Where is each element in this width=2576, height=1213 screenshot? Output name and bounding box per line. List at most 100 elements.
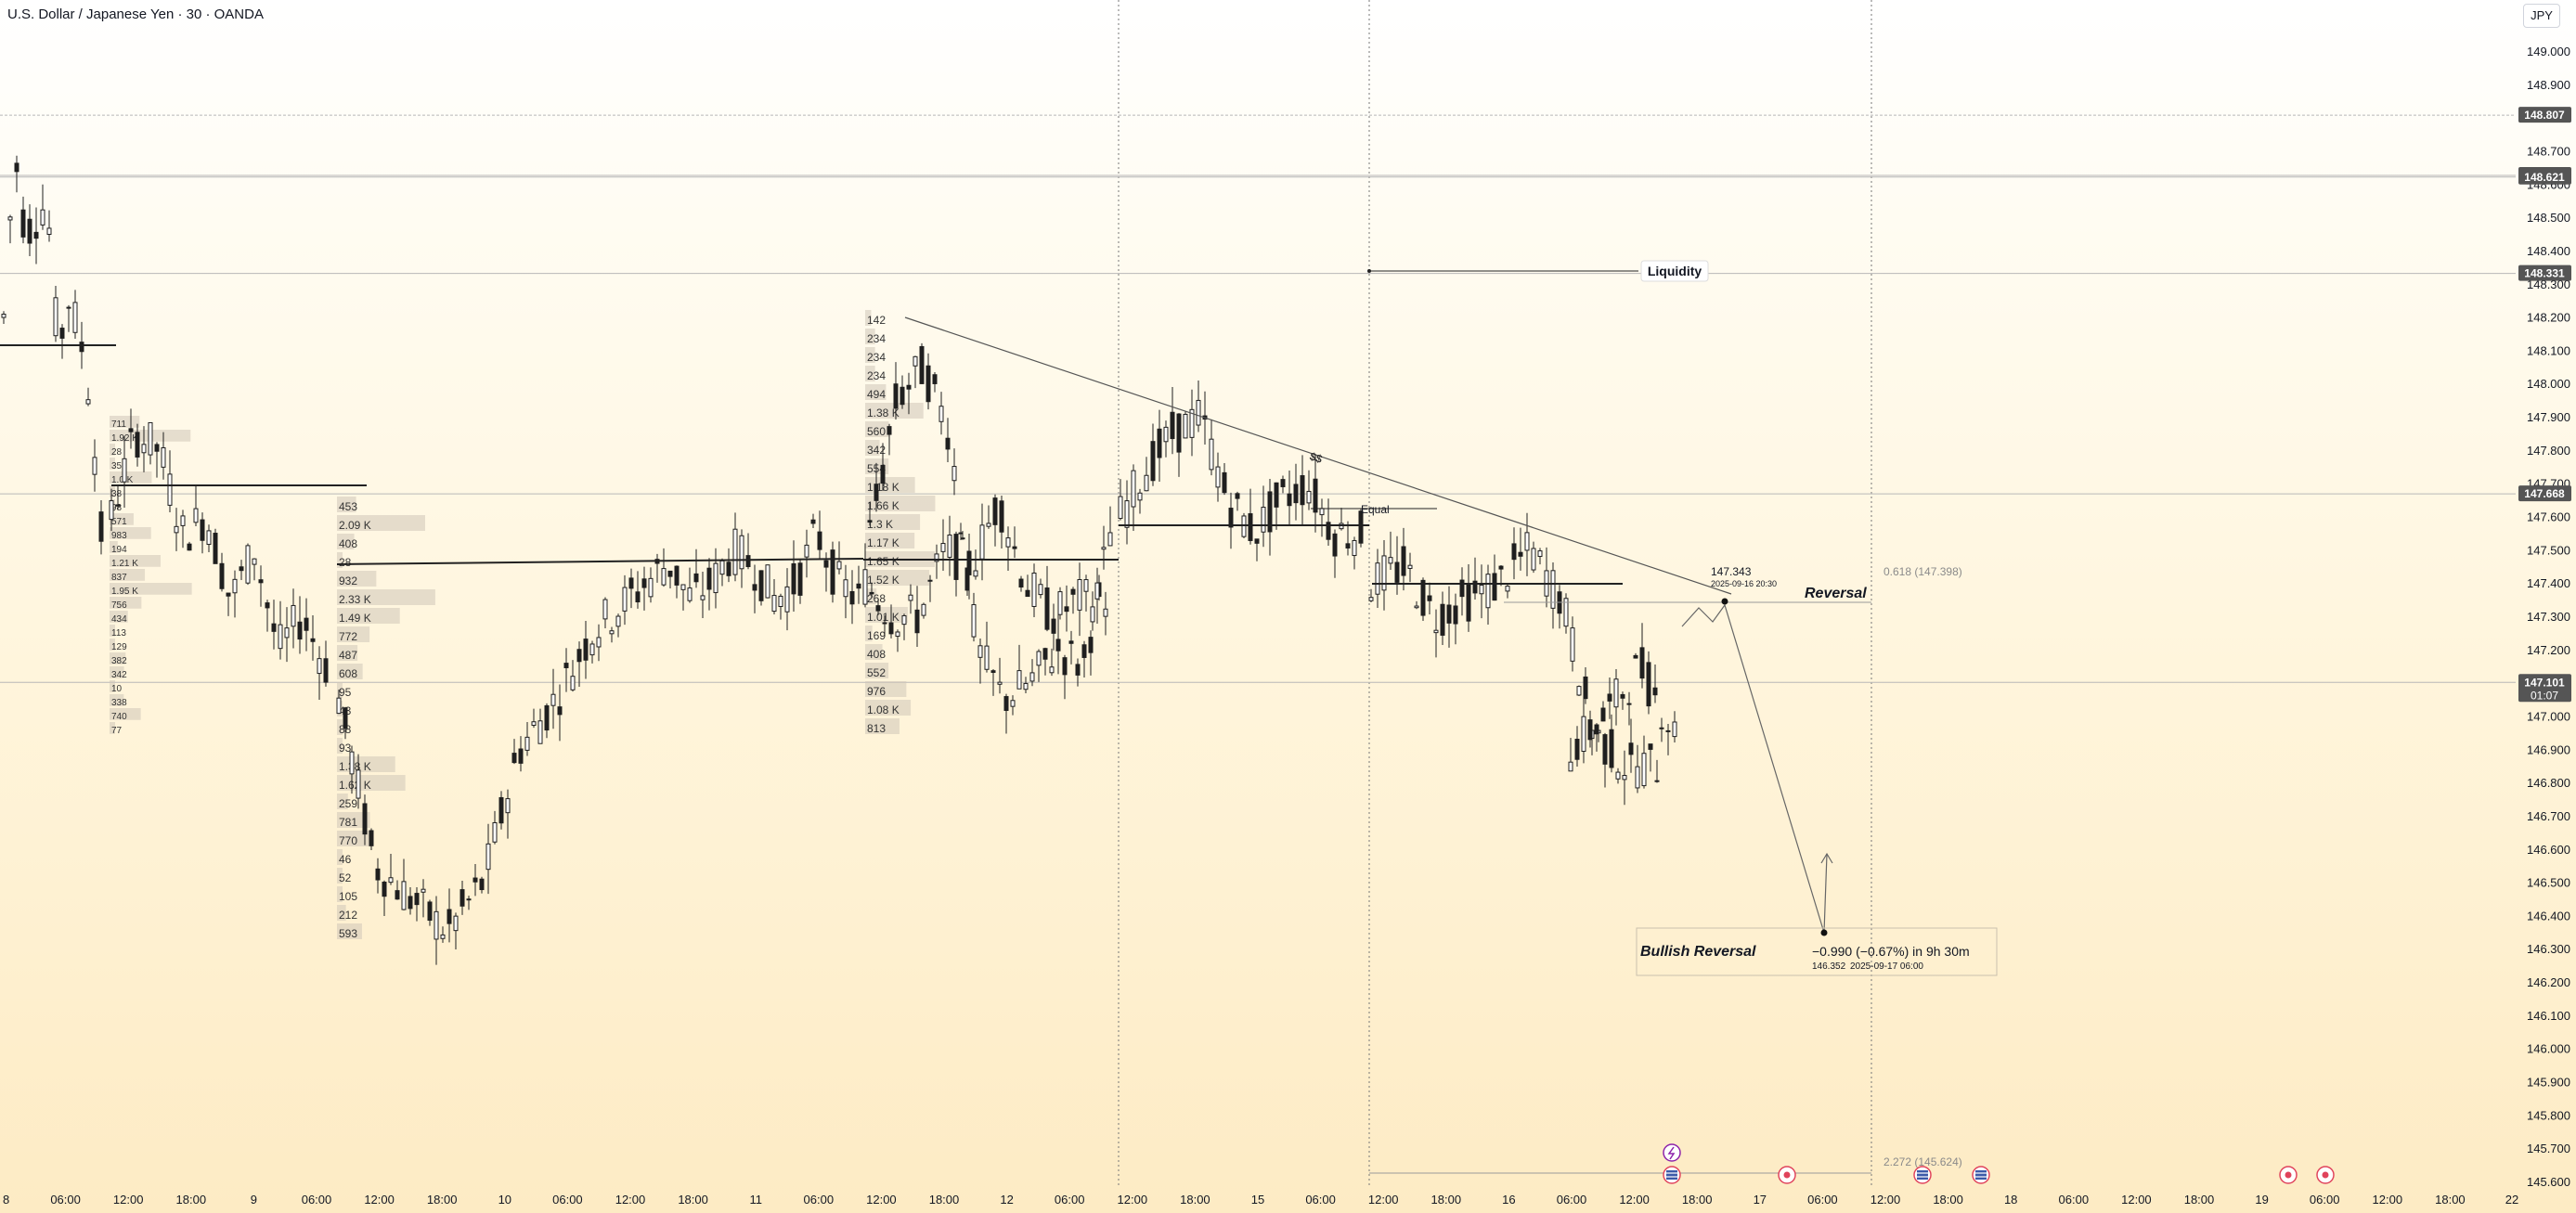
candle-body	[122, 458, 127, 483]
candle-body	[550, 693, 556, 706]
price-label-text: 147.668	[2524, 487, 2565, 500]
candle-body	[128, 428, 134, 432]
candle-body	[1628, 742, 1634, 755]
candle-body	[964, 567, 970, 591]
candle-body	[804, 544, 809, 558]
candle-body	[1010, 700, 1016, 707]
us-flag-event-icon[interactable]	[1972, 1166, 1990, 1184]
volume-bar	[337, 905, 346, 921]
x-tick-label: 06:00	[552, 1193, 583, 1207]
volume-bar	[110, 569, 146, 581]
candles-layer	[1, 155, 1677, 965]
candle-body	[323, 658, 329, 683]
candle-body	[999, 500, 1004, 533]
x-tick-label: 11	[749, 1193, 762, 1207]
horizontal-segment[interactable]	[336, 558, 864, 565]
projection-path[interactable]	[1681, 603, 1828, 934]
volume-value: 259	[339, 797, 357, 810]
volume-value: 781	[339, 816, 357, 829]
y-tick-label: 147.500	[2527, 543, 2570, 557]
us-flag-event-icon[interactable]	[1913, 1166, 1932, 1184]
volume-bar	[337, 849, 343, 865]
candle-body	[997, 681, 1003, 685]
candle-body	[1576, 686, 1582, 696]
candle-body	[518, 748, 524, 764]
candle-body	[1563, 598, 1569, 627]
y-tick-label: 146.900	[2527, 742, 2570, 756]
candle-body	[1025, 589, 1030, 598]
us-flag-event-icon[interactable]	[1663, 1166, 1681, 1184]
candle-body	[667, 570, 673, 577]
y-tick-label: 148.200	[2527, 311, 2570, 325]
candle-body	[1170, 411, 1175, 440]
x-tick-label: 18:00	[1933, 1193, 1963, 1207]
volume-bar	[337, 608, 400, 624]
volume-bar	[865, 440, 880, 456]
time-axis: 8 06:00 12:00 18:00 9 06:00 12:00 18:00 10 06:00 1…	[3, 1193, 2518, 1207]
economic-event-icon[interactable]	[2316, 1166, 2335, 1184]
currency-button[interactable]: JPY	[2523, 4, 2560, 28]
candle-body	[187, 543, 192, 551]
candle-body	[53, 297, 58, 337]
candle-body	[472, 877, 478, 883]
volume-bar	[865, 329, 875, 344]
x-tick-label: 8	[3, 1193, 9, 1207]
volume-value: 234	[867, 369, 886, 382]
candle-body	[1472, 580, 1478, 594]
candle-body	[258, 579, 264, 584]
candle-body	[1094, 582, 1100, 600]
candle-body	[1518, 551, 1523, 557]
candle-body	[830, 549, 835, 595]
volume-value: 560	[867, 425, 886, 438]
x-tick-label: 06:00	[804, 1193, 835, 1207]
candle-body	[758, 570, 764, 601]
volume-bar	[110, 513, 134, 525]
y-tick-label: 147.600	[2527, 510, 2570, 524]
candle-body	[362, 803, 368, 835]
volume-value: 169	[867, 629, 886, 642]
price-axis: 149.000148.900148.800148.700148.600148.5…	[2518, 45, 2571, 1189]
y-tick-label: 146.800	[2527, 776, 2570, 790]
candle-body	[1648, 743, 1653, 750]
candle-body	[1118, 496, 1123, 520]
candle-body	[511, 753, 517, 764]
reversal-label: Reversal	[1805, 586, 1867, 601]
economic-event-icon[interactable]	[2279, 1166, 2298, 1184]
candle-body	[1280, 479, 1286, 487]
bullish-reversal-box[interactable]	[1636, 927, 1998, 976]
volume-bar	[865, 718, 900, 734]
volume-value: 113	[111, 628, 126, 639]
candle-body	[1081, 644, 1087, 658]
candle-body	[1107, 532, 1113, 547]
candle-body	[317, 658, 322, 675]
candle-body	[1267, 491, 1273, 533]
trend-line[interactable]	[904, 316, 1732, 595]
x-tick-label: 12:00	[364, 1193, 395, 1207]
candle-body	[271, 623, 277, 632]
candle-body	[622, 587, 628, 612]
candle-body	[921, 603, 926, 616]
volume-bar	[337, 626, 370, 642]
candle-body	[563, 663, 569, 668]
candle-body	[1568, 761, 1573, 772]
candle-body	[986, 523, 991, 527]
volume-bar	[337, 831, 369, 846]
economic-event-icon[interactable]	[1778, 1166, 1796, 1184]
volume-bar	[110, 555, 161, 567]
price-label-box	[2518, 674, 2571, 703]
candle-body	[752, 584, 757, 591]
candle-body	[953, 534, 959, 580]
x-tick-label: 12:00	[1118, 1193, 1148, 1207]
candle-body	[1103, 608, 1108, 617]
candle-body	[693, 573, 699, 583]
volume-bar	[865, 421, 889, 437]
candle-body	[1131, 470, 1136, 508]
candle-body	[239, 566, 244, 572]
y-tick-label: 145.700	[2527, 1142, 2570, 1155]
volume-value: 1.08 K	[867, 703, 900, 716]
candle-body	[913, 355, 918, 367]
candle-body	[906, 384, 912, 390]
lightning-event-icon[interactable]	[1663, 1143, 1681, 1162]
candle-body	[141, 444, 147, 454]
